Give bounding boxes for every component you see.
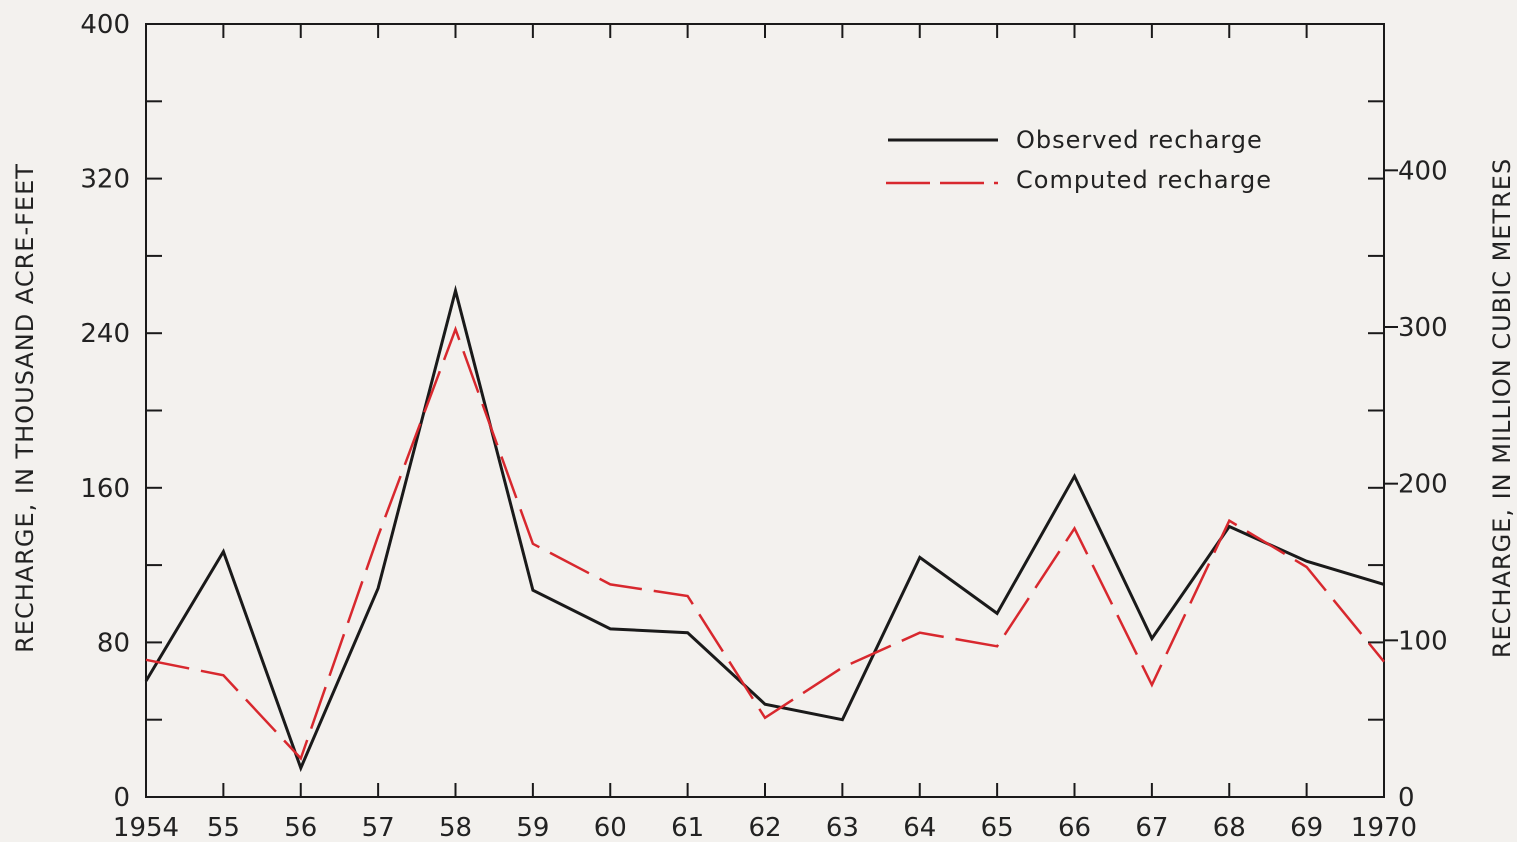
y-tick-label-left: 400 — [80, 10, 130, 40]
x-tick-label: 59 — [516, 813, 549, 842]
x-tick-label: 63 — [826, 813, 859, 842]
y-tick-label-right: 300 — [1398, 313, 1448, 343]
x-tick-label: 58 — [439, 813, 472, 842]
x-tick-label: 56 — [284, 813, 317, 842]
x-tick-label: 55 — [207, 813, 240, 842]
x-tick-label: 1970 — [1351, 813, 1417, 842]
legend-label-observed: Observed recharge — [1016, 126, 1263, 154]
x-tick-label: 62 — [748, 813, 781, 842]
legend: Observed recharge Computed recharge — [886, 126, 1272, 194]
series-line-computed — [145, 325, 1385, 761]
y-tick-label-right: 200 — [1398, 470, 1448, 500]
y-tick-label-left: 320 — [80, 165, 130, 195]
y-axis-left-title: RECHARGE, IN THOUSAND ACRE-FEET — [11, 163, 39, 653]
x-tick-label: 64 — [903, 813, 936, 842]
x-tick-label: 57 — [362, 813, 395, 842]
x-tick-label: 67 — [1135, 813, 1168, 842]
y-tick-label-left: 0 — [113, 783, 130, 813]
y-tick-label-left: 80 — [97, 628, 130, 658]
x-tick-label: 69 — [1290, 813, 1323, 842]
series-line-observed — [144, 284, 1385, 773]
x-tick-label: 66 — [1058, 813, 1091, 842]
y-tick-label-right: 400 — [1398, 156, 1448, 186]
y-tick-label-left: 240 — [80, 319, 130, 349]
legend-label-computed: Computed recharge — [1016, 166, 1272, 194]
y-axis-right-title: RECHARGE, IN MILLION CUBIC METRES — [1488, 158, 1516, 658]
x-tick-label: 68 — [1213, 813, 1246, 842]
x-tick-label: 1954 — [113, 813, 179, 842]
y-tick-label-right: 0 — [1398, 783, 1415, 813]
y-tick-label-right: 100 — [1398, 626, 1448, 656]
x-tick-label: 61 — [671, 813, 704, 842]
x-tick-label: 65 — [981, 813, 1014, 842]
x-tick-label: 60 — [594, 813, 627, 842]
y-tick-label-left: 160 — [80, 474, 130, 504]
